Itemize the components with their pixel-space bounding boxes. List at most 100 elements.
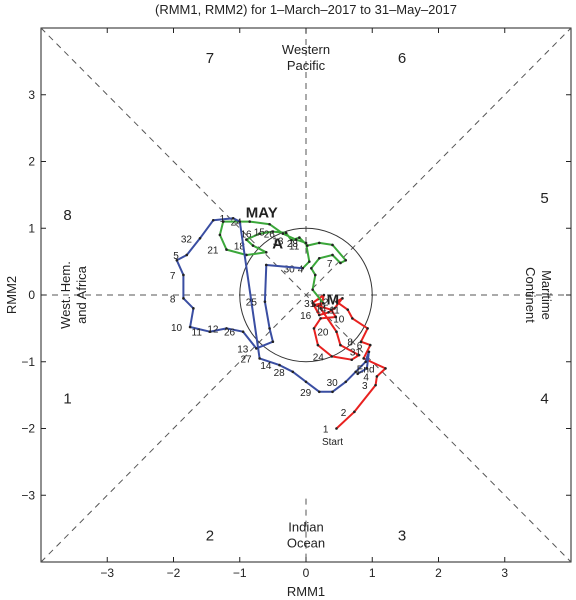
day-label: 24 [313, 352, 325, 363]
series-point [335, 330, 338, 334]
y-tick-label: −3 [21, 488, 35, 502]
series-point [322, 293, 326, 297]
series-point [317, 313, 321, 317]
series-point [321, 301, 325, 305]
series-point [344, 380, 348, 384]
series-point [263, 300, 267, 303]
series-point [306, 244, 309, 247]
day-label: 10 [171, 323, 183, 334]
series-point [255, 347, 258, 350]
series-point [350, 358, 354, 362]
region-label: West. Hem. and Africa [58, 261, 89, 329]
series-line [218, 220, 347, 304]
month-label: M [327, 291, 340, 308]
series-point [208, 330, 212, 334]
series-point [278, 363, 281, 367]
series-point [298, 236, 301, 239]
series-point [319, 307, 322, 310]
day-label: 7 [327, 259, 333, 270]
series-point [351, 317, 354, 320]
series-point [258, 357, 261, 360]
phase-guides [40, 27, 572, 563]
day-label: 11 [192, 328, 203, 339]
series-point [225, 248, 228, 251]
series-point [368, 343, 372, 347]
y-tick-label: −1 [21, 355, 35, 369]
region-label-line: Continent [523, 267, 538, 323]
day-label: 11 [329, 306, 340, 317]
day-label: 28 [287, 239, 299, 250]
x-tick-label: 2 [435, 566, 442, 580]
phase-label: 4 [540, 390, 548, 407]
series-point [271, 340, 275, 344]
series-point [301, 267, 304, 270]
series-point [284, 231, 288, 235]
y-axis-label: RMM2 [4, 276, 19, 314]
x-tick-label: 1 [369, 566, 376, 580]
series-point [313, 273, 317, 277]
series-point [192, 307, 195, 310]
day-label: 4 [298, 264, 304, 275]
day-label: 31 [304, 299, 316, 310]
region-label-line: Indian [288, 519, 323, 534]
day-label: 14 [260, 361, 272, 372]
day-label: 32 [181, 234, 193, 245]
series-point [311, 288, 314, 291]
series-point [218, 233, 222, 237]
day-label: 30 [284, 264, 296, 275]
series-point [335, 427, 338, 430]
amplitude-circle [239, 227, 373, 363]
series-point [291, 370, 295, 374]
series-point [354, 370, 357, 374]
series-point [231, 216, 235, 220]
region-label-line: Ocean [287, 535, 325, 550]
series-point [331, 390, 334, 394]
series-point [294, 238, 298, 241]
series-point [359, 340, 363, 344]
series-point [264, 250, 268, 254]
series-point [364, 360, 367, 364]
x-axis-label: RMM1 [287, 584, 325, 599]
series-point [312, 327, 316, 330]
day-label: 4 [363, 372, 369, 383]
day-label: 5 [173, 251, 179, 262]
day-label: 25 [246, 298, 258, 309]
day-label: 31 [350, 348, 362, 359]
series-point [182, 297, 185, 300]
series-point [281, 232, 285, 235]
x-tick-label: −1 [233, 566, 247, 580]
x-tick-label: −3 [100, 566, 114, 580]
day-label: 16 [300, 311, 312, 322]
series-point [367, 350, 371, 354]
series-point [304, 380, 308, 384]
y-tick-label: −2 [21, 422, 35, 436]
day-label: 15 [254, 228, 266, 239]
day-label: 12 [207, 324, 219, 335]
series-point [290, 238, 293, 242]
y-tick-label: 2 [28, 155, 35, 169]
day-label: 16 [241, 230, 253, 241]
x-tick-label: 0 [303, 566, 310, 580]
day-label: 1 [220, 214, 226, 225]
series-point [319, 317, 322, 320]
region-label-line: and Africa [74, 265, 89, 324]
series-point [258, 232, 261, 235]
series-point [185, 253, 189, 257]
day-label: 28 [274, 368, 286, 379]
series-point [334, 315, 338, 319]
series-point [316, 343, 320, 347]
series-point [356, 372, 359, 376]
series-point [317, 241, 321, 245]
series-point [374, 383, 377, 387]
series-point [251, 244, 255, 247]
guide-line-diagonal-2 [40, 27, 572, 563]
series-point [366, 327, 369, 330]
series-point [310, 267, 313, 270]
trajectory-series: 1234681011121416202431M47111315161821242… [170, 205, 387, 448]
series-point [268, 222, 271, 226]
